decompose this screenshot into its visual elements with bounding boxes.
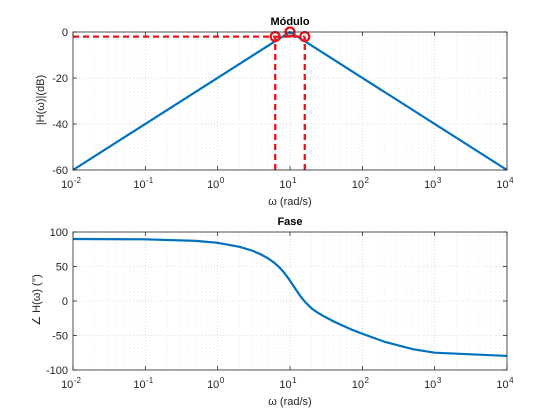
- phase-x-tick-exponent: 4: [509, 376, 514, 385]
- magnitude-x-tick-exponent: 1: [292, 176, 297, 185]
- phase-y-tick-label: 100: [50, 227, 68, 239]
- phase-y-tick-label: 50: [56, 262, 68, 274]
- magnitude-x-tick-exponent: 4: [509, 176, 514, 185]
- magnitude-x-tick-exponent: 3: [437, 176, 442, 185]
- phase-y-tick-label: -50: [52, 331, 68, 343]
- phase-x-tick-exponent: 0: [220, 376, 225, 385]
- magnitude-x-tick-exponent: -1: [146, 176, 154, 185]
- magnitude-y-tick-label: -60: [52, 165, 68, 177]
- phase-x-tick-exponent: 1: [292, 376, 297, 385]
- magnitude-x-tick-exponent: 0: [220, 176, 225, 185]
- phase-x-label: ω (rad/s): [268, 396, 311, 408]
- magnitude-y-tick-label: 0: [62, 27, 68, 39]
- phase-y-tick-label: 0: [62, 296, 68, 308]
- magnitude-title: Módulo: [270, 16, 309, 28]
- phase-x-tick-exponent: -2: [74, 376, 82, 385]
- phase-x-tick-exponent: 2: [364, 376, 369, 385]
- magnitude-y-tick-label: -20: [52, 73, 68, 85]
- magnitude-x-label: ω (rad/s): [268, 196, 311, 208]
- phase-curve: [72, 237, 508, 358]
- magnitude-y-label: |H(ω)|(dB): [35, 75, 47, 125]
- magnitude-y-tick-label: -40: [52, 119, 68, 131]
- phase-x-tick-exponent: 3: [437, 376, 442, 385]
- phase-x-tick-exponent: -1: [146, 376, 154, 385]
- phase-y-tick-label: -100: [46, 365, 68, 377]
- phase-y-label: ∠ H(ω) (°): [31, 274, 43, 326]
- magnitude-x-tick-exponent: 2: [364, 176, 369, 185]
- magnitude-x-tick-exponent: -2: [74, 176, 82, 185]
- phase-title: Fase: [277, 216, 302, 228]
